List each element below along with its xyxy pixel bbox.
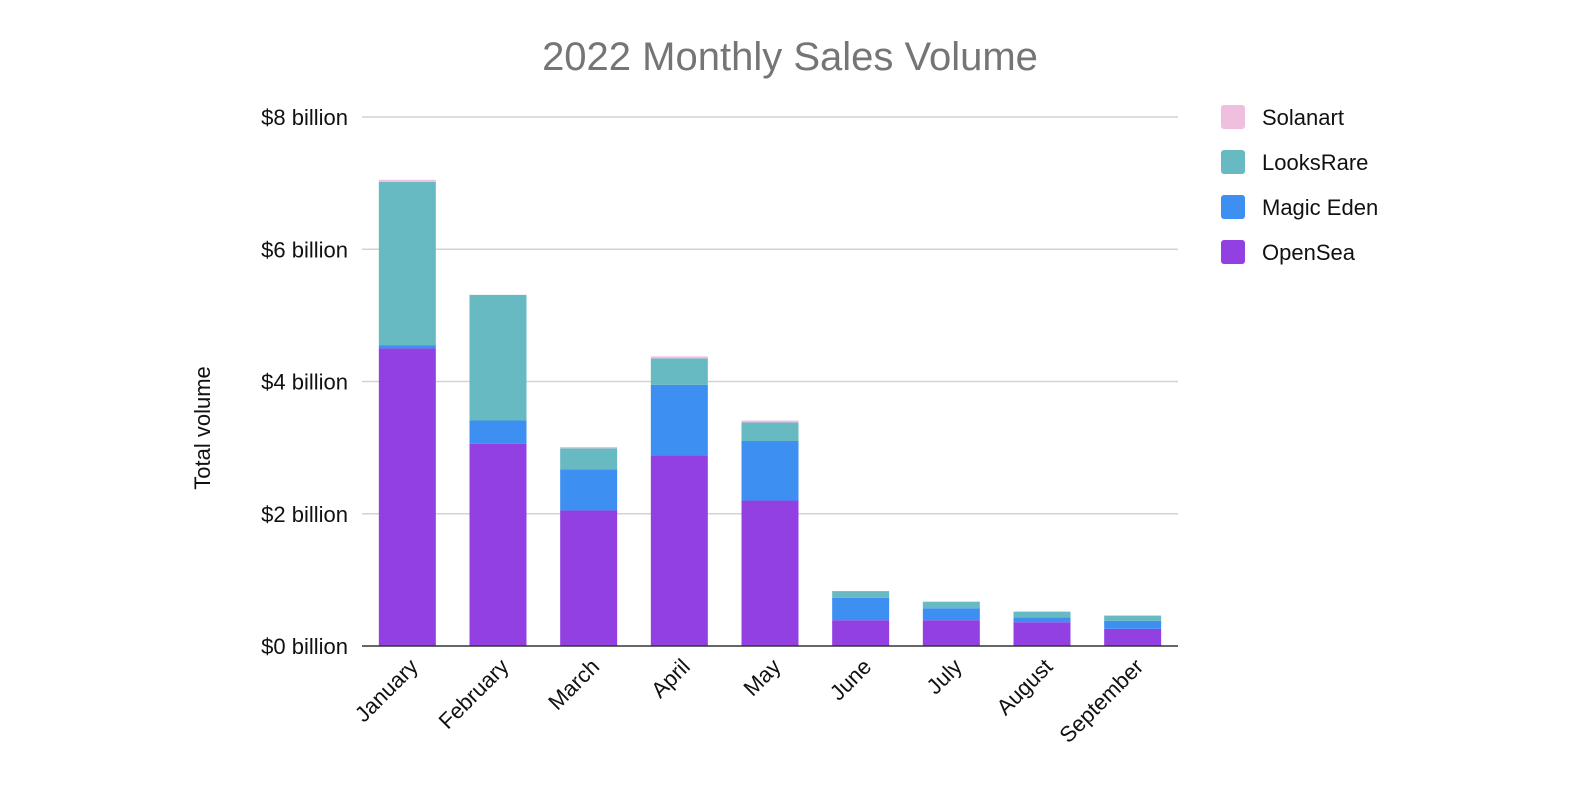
legend-swatch-opensea [1221, 240, 1245, 264]
bar-segment-opensea-july [922, 620, 980, 646]
bar-segment-looksrare-february [469, 294, 527, 421]
bar-segment-magic-eden-january [378, 345, 436, 349]
bar-segment-opensea-may [741, 500, 799, 646]
x-tick-label: March [543, 654, 604, 715]
bar-segment-magic-eden-june [832, 597, 890, 621]
x-tick-label: September [1054, 654, 1148, 748]
legend-label-opensea: OpenSea [1262, 240, 1356, 265]
bar-segment-looksrare-march [560, 448, 618, 470]
bar-segment-magic-eden-may [741, 441, 799, 501]
y-tick-label: $0 billion [261, 634, 348, 659]
bar-segment-looksrare-january [378, 181, 436, 346]
bar-segment-solanart-march [560, 446, 618, 449]
x-tick-label: July [922, 654, 967, 699]
bar-segment-solanart-january [378, 179, 436, 182]
bar-segment-opensea-september [1104, 628, 1162, 646]
x-axis-ticks: January February March April May June July Augu… [350, 654, 1148, 748]
chart-title: 2022 Monthly Sales Volume [542, 35, 1038, 79]
y-axis-ticks: $0 billion $2 billion $4 billion $6 billion… [261, 105, 348, 659]
bar-segment-magic-eden-july [922, 608, 980, 621]
x-tick-label: August [991, 654, 1057, 720]
legend-label-magic-eden: Magic Eden [1262, 195, 1378, 220]
x-tick-label: June [825, 654, 876, 705]
bar-segment-looksrare-july [922, 601, 980, 609]
bar-segment-looksrare-may [741, 422, 799, 442]
legend: Solanart LooksRare Magic Eden OpenSea [1221, 105, 1378, 265]
bar-segment-opensea-february [469, 443, 527, 646]
x-tick-label: February [434, 654, 514, 734]
legend-label-solanart: Solanart [1262, 105, 1344, 130]
bar-segment-magic-eden-september [1104, 620, 1162, 629]
bar-segment-solanart-may [741, 420, 799, 423]
bars [378, 179, 1162, 646]
bar-segment-opensea-january [378, 348, 436, 646]
legend-label-looksrare: LooksRare [1262, 150, 1368, 175]
legend-swatch-looksrare [1221, 150, 1245, 174]
bar-segment-looksrare-april [650, 358, 708, 385]
bar-segment-solanart-april [650, 356, 708, 359]
x-tick-label: April [646, 654, 695, 703]
bar-segment-magic-eden-april [650, 384, 708, 456]
bar-segment-opensea-march [560, 510, 618, 646]
bar-segment-opensea-august [1013, 622, 1071, 646]
bar-segment-opensea-june [832, 620, 890, 646]
bar-segment-looksrare-august [1013, 611, 1071, 618]
bar-segment-looksrare-june [832, 591, 890, 598]
bar-segment-looksrare-september [1104, 615, 1162, 621]
bar-segment-magic-eden-march [560, 469, 618, 511]
bar-segment-magic-eden-february [469, 420, 527, 444]
bar-segment-magic-eden-august [1013, 617, 1071, 623]
y-tick-label: $2 billion [261, 502, 348, 527]
x-tick-label: May [738, 654, 785, 701]
y-tick-label: $8 billion [261, 105, 348, 130]
x-tick-label: January [350, 654, 423, 727]
y-axis-label: Total volume [190, 366, 215, 490]
legend-swatch-magic-eden [1221, 195, 1245, 219]
bar-segment-opensea-april [650, 455, 708, 646]
legend-swatch-solanart [1221, 105, 1245, 129]
y-tick-label: $4 billion [261, 370, 348, 395]
y-tick-label: $6 billion [261, 237, 348, 262]
